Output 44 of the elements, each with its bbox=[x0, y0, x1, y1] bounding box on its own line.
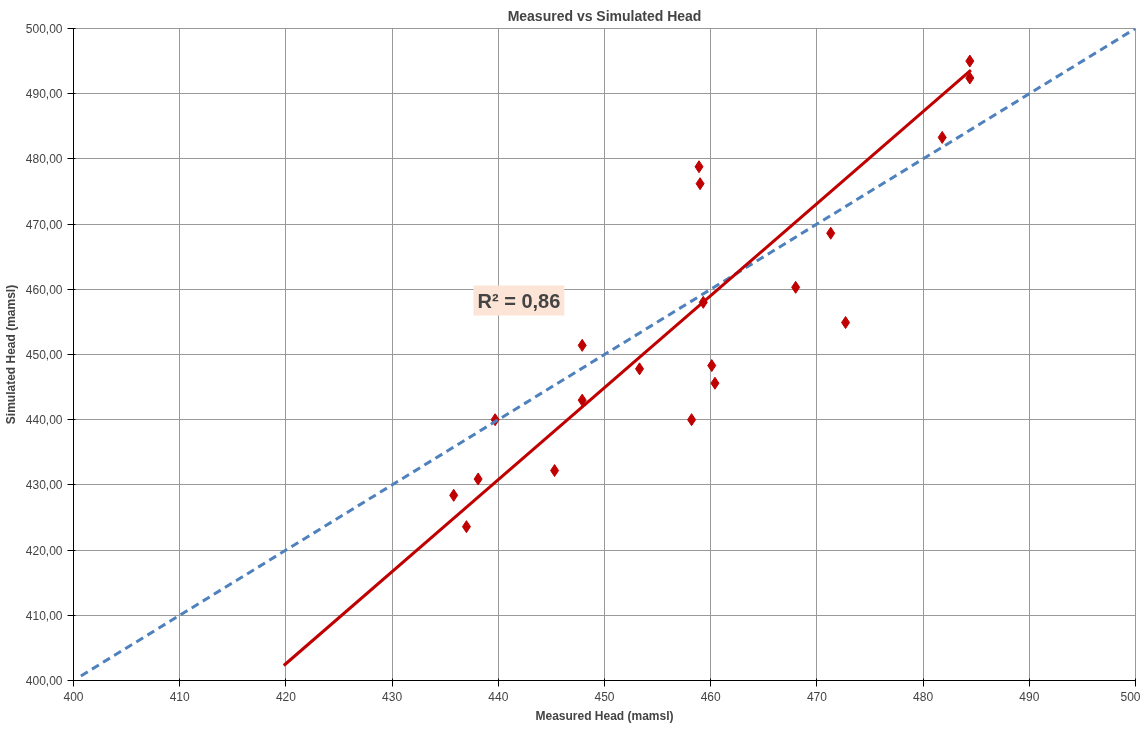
annotation: R² = 0,86 bbox=[477, 289, 561, 312]
x-tick-label: 440 bbox=[488, 689, 509, 704]
chart-title: Measured vs Simulated Head bbox=[507, 7, 702, 24]
point bbox=[635, 362, 645, 376]
y-tick-label: 450,00 bbox=[25, 348, 63, 362]
point bbox=[577, 338, 587, 352]
point bbox=[707, 359, 717, 373]
y-axis-title: Simulated Head (mamsl) bbox=[3, 284, 18, 425]
x-tick-label: 400 bbox=[63, 689, 84, 704]
y-tick-label: 480,00 bbox=[25, 152, 63, 167]
point bbox=[791, 280, 801, 294]
y-tick-label: 460,00 bbox=[25, 282, 63, 297]
x-axis-title: Measured Head (mamsl) bbox=[535, 708, 674, 723]
point bbox=[710, 376, 720, 390]
y-tick-label: 440,00 bbox=[25, 413, 63, 428]
x-tick-label: 460 bbox=[700, 689, 722, 704]
point bbox=[461, 520, 471, 534]
y-tick-label: 490,00 bbox=[25, 87, 63, 102]
point bbox=[473, 472, 483, 486]
point bbox=[577, 393, 587, 407]
x-tick-label: 410 bbox=[169, 689, 191, 704]
x-tick-label: 480 bbox=[913, 689, 934, 704]
x-tick-label: 490 bbox=[1019, 689, 1040, 704]
y-tick-label: 500,00 bbox=[25, 22, 63, 36]
point bbox=[687, 413, 697, 427]
point bbox=[694, 160, 704, 174]
x-tick-label: 450 bbox=[594, 689, 615, 704]
x-tick-label: 470 bbox=[806, 689, 828, 704]
point bbox=[550, 464, 560, 478]
y-tick-label: 470,00 bbox=[25, 217, 63, 232]
point bbox=[695, 177, 705, 191]
y-tick-label: 410,00 bbox=[25, 608, 63, 623]
y-tick-label: 420,00 bbox=[25, 543, 63, 558]
point bbox=[841, 316, 851, 330]
point bbox=[965, 54, 975, 68]
x-tick-label: 430 bbox=[382, 689, 403, 704]
y-tick-label: 400,00 bbox=[25, 674, 63, 688]
point bbox=[937, 130, 947, 144]
point bbox=[449, 488, 459, 502]
x-tick-label: 500 bbox=[1120, 689, 1141, 704]
x-tick-label: 420 bbox=[275, 689, 297, 704]
y-tick-label: 430,00 bbox=[25, 478, 63, 493]
point bbox=[826, 226, 836, 240]
point bbox=[965, 71, 975, 85]
